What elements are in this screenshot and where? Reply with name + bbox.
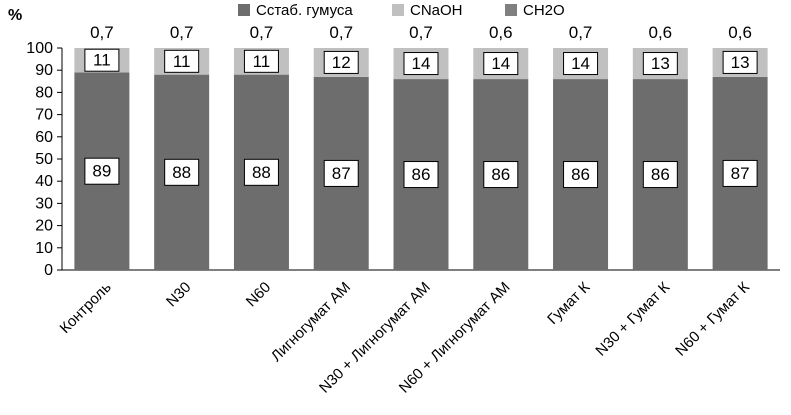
y-tick-label: 0	[44, 262, 53, 279]
value-label-stable-humus: 88	[172, 163, 191, 182]
value-label-stable-humus: 89	[92, 162, 111, 181]
y-tick-label: 80	[35, 84, 53, 101]
value-label-box	[84, 48, 120, 72]
bars: 89 11 88 11 88 11 87 12 86 14 86 14 86 14 86 13 87 13	[74, 48, 768, 270]
value-label-box	[642, 161, 678, 189]
value-label-cnaoh: 14	[571, 54, 590, 73]
value-label-stable-humus: 88	[252, 163, 271, 182]
y-tick-label: 90	[35, 62, 53, 79]
value-label-cnaoh: 11	[93, 51, 111, 70]
value-label-box	[243, 158, 279, 186]
value-label-box	[84, 157, 120, 185]
value-label-stable-humus: 87	[731, 164, 750, 183]
y-tick-label: 50	[35, 151, 53, 168]
value-label-stable-humus: 86	[651, 165, 670, 184]
value-label-box	[323, 159, 359, 187]
x-category-label: N30 + Гумат К	[592, 279, 673, 360]
y-axis-label: %	[8, 7, 22, 24]
value-label-ch2o: 0,7	[329, 23, 353, 42]
x-category-label: Лигногумат АМ	[268, 279, 354, 365]
y-axis: 0 10 20 30 40 50 60 70 80 90 100	[26, 40, 780, 279]
value-label-cnaoh: 11	[173, 52, 191, 71]
legend-swatch	[392, 4, 404, 16]
y-tick-label: 40	[35, 173, 53, 190]
value-label-box	[164, 158, 200, 186]
value-label-ch2o: 0,6	[649, 23, 673, 42]
value-label-cnaoh: 14	[412, 54, 431, 73]
legend-swatch	[238, 4, 250, 16]
value-label-ch2o: 0,7	[569, 23, 593, 42]
value-label-ch2o: 0,7	[409, 23, 433, 42]
y-tick-label: 100	[26, 40, 53, 57]
value-label-box	[403, 161, 439, 189]
value-label-cnaoh: 13	[651, 54, 670, 73]
value-label-cnaoh: 11	[253, 52, 271, 71]
top-value-labels: 0,7 0,7 0,7 0,7 0,7 0,6 0,7 0,6 0,6	[90, 23, 752, 42]
x-category-label: Гумат К	[544, 279, 593, 328]
x-category-label: Контроль	[57, 279, 115, 337]
value-label-stable-humus: 86	[571, 165, 590, 184]
legend-swatch	[505, 4, 517, 16]
legend: Сстаб. гумуса CNaOH CH2O	[238, 2, 565, 19]
value-label-ch2o: 0,7	[250, 23, 274, 42]
value-label-stable-humus: 86	[491, 165, 510, 184]
value-label-box	[483, 161, 519, 189]
y-tick-label: 10	[35, 240, 53, 257]
value-label-box	[642, 52, 678, 76]
value-label-ch2o: 0,7	[170, 23, 194, 42]
y-tick-label: 70	[35, 107, 53, 124]
x-category-label: N30	[163, 279, 194, 310]
value-label-ch2o: 0,7	[90, 23, 114, 42]
legend-label: Сстаб. гумуса	[256, 2, 353, 19]
x-category-label: N60	[243, 279, 274, 310]
value-label-box	[164, 49, 200, 73]
value-label-box	[563, 161, 599, 189]
value-label-box	[323, 50, 359, 74]
y-tick-label: 60	[35, 129, 53, 146]
value-label-box	[483, 52, 519, 76]
value-label-ch2o: 0,6	[728, 23, 752, 42]
value-label-box	[722, 50, 758, 74]
y-tick-label: 20	[35, 218, 53, 235]
y-tick-label: 30	[35, 195, 53, 212]
value-label-box	[403, 52, 439, 76]
value-label-box	[563, 52, 599, 76]
value-label-cnaoh: 14	[491, 54, 510, 73]
value-label-box	[722, 159, 758, 187]
value-label-stable-humus: 87	[332, 164, 351, 183]
value-label-stable-humus: 86	[412, 165, 431, 184]
value-label-cnaoh: 13	[731, 53, 750, 72]
legend-label: CNaOH	[410, 2, 463, 19]
value-label-box	[243, 49, 279, 73]
value-label-ch2o: 0,6	[489, 23, 513, 42]
x-category-label: N60 + Гумат К	[672, 279, 753, 360]
value-label-cnaoh: 12	[332, 53, 351, 72]
legend-label: CH2O	[523, 2, 565, 19]
